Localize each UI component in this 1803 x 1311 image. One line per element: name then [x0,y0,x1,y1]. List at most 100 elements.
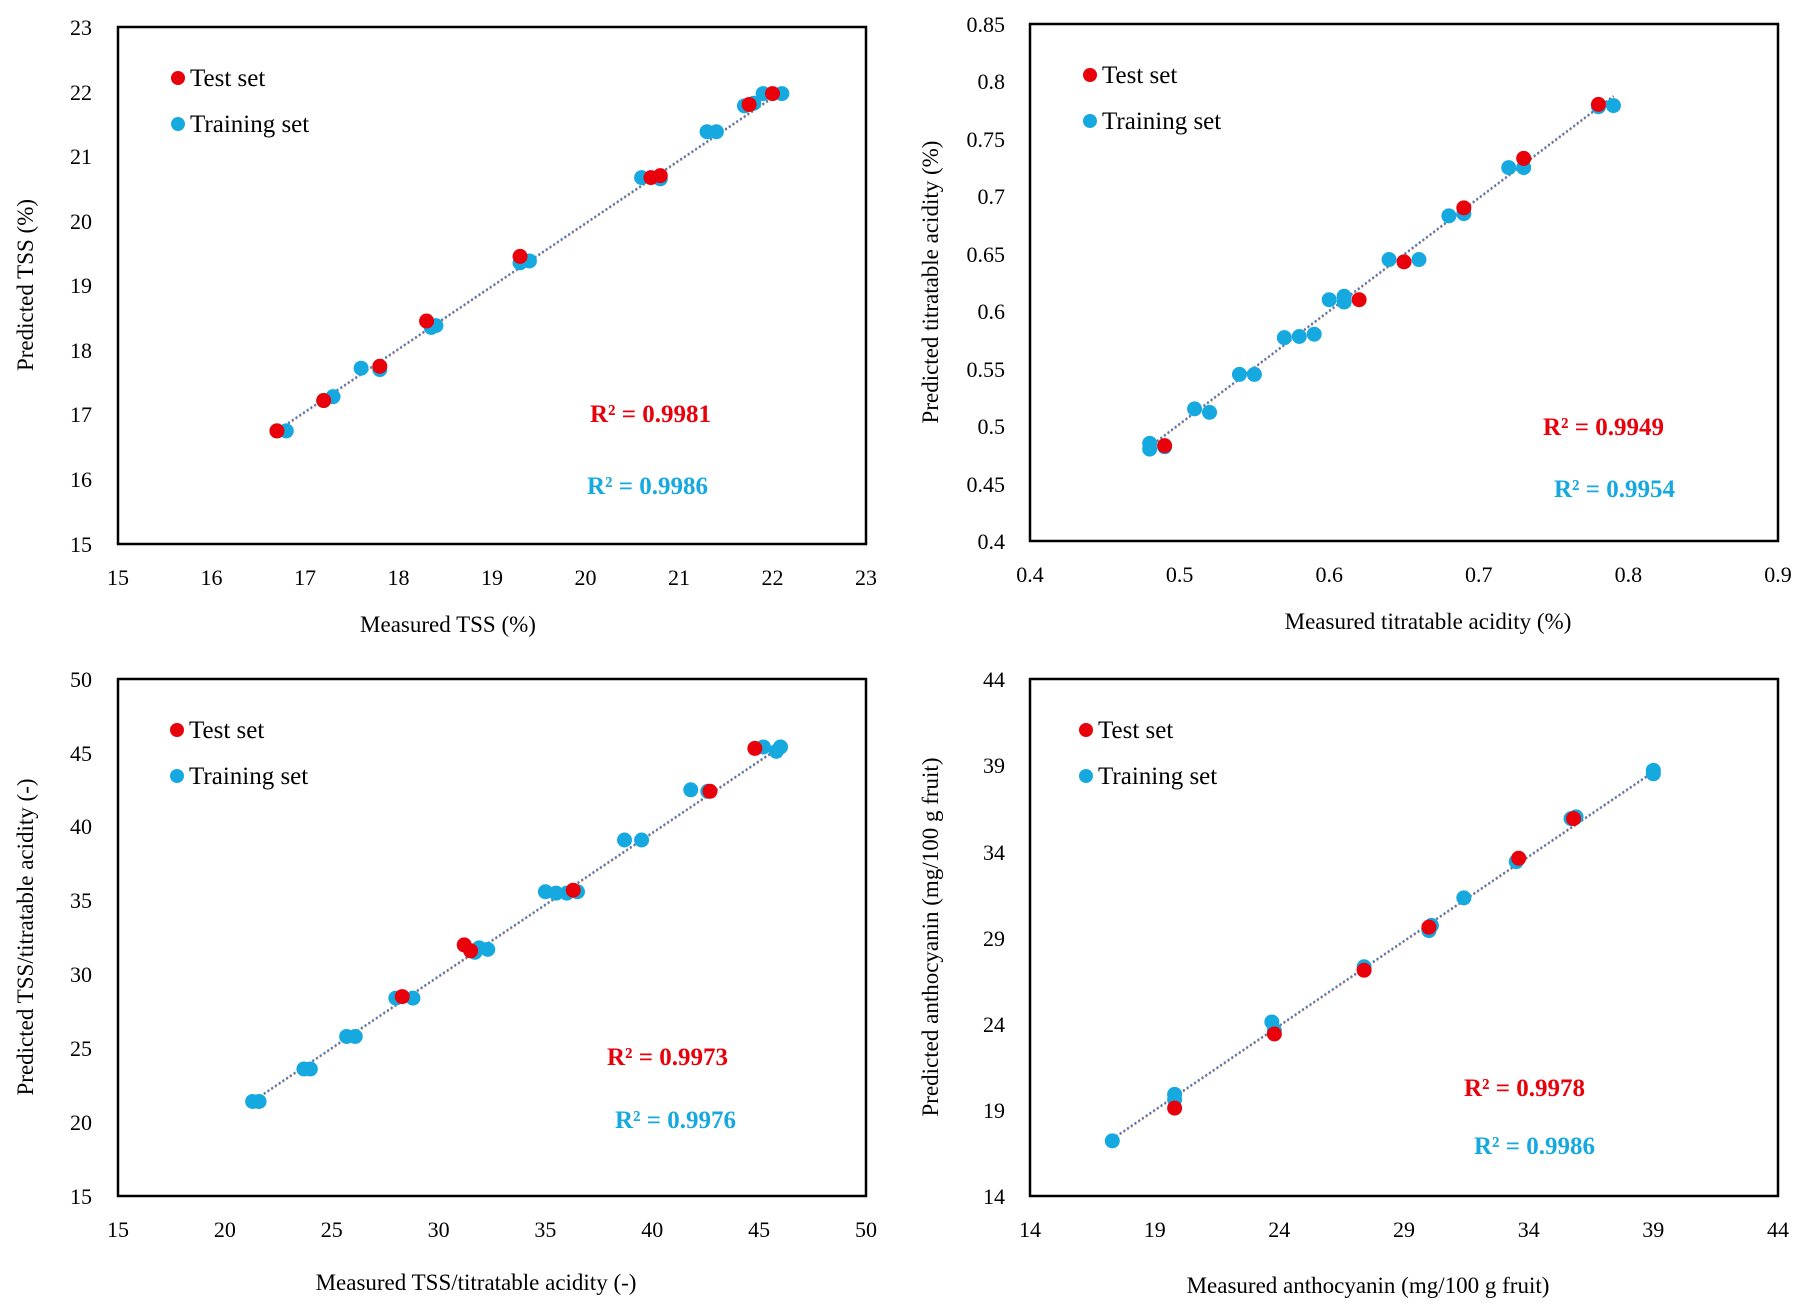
test-point [1266,1026,1282,1042]
y-tick-label: 19 [70,273,92,298]
training-point [1202,404,1218,420]
panel-anthocyanin: 14 19 24 29 34 39 44 14 19 24 29 34 39 4… [918,667,1789,1298]
training-point [353,360,369,376]
legend-test-marker [1083,68,1097,82]
test-point [1516,150,1532,166]
training-point [347,1028,363,1044]
training-point [251,1093,267,1109]
x-tick-label: 18 [388,565,410,590]
y-tick-label: 0.6 [978,299,1006,324]
training-point [1411,252,1427,268]
x-tick-label: 44 [1767,1217,1789,1242]
legend-train-label: Training set [190,111,309,138]
legend-test-label: Test set [1102,62,1177,89]
x-tick-label: 25 [321,1217,343,1242]
x-tick-label: 34 [1518,1217,1540,1242]
y-tick-labels: 15 16 17 18 19 20 21 22 23 [70,15,92,557]
legend-test-marker [170,723,184,737]
test-point [765,86,780,102]
x-tick-labels: 15 16 17 18 19 20 21 22 23 [107,565,877,590]
panel-tss-ta-ratio: 15 20 25 30 35 40 45 50 15 20 25 30 35 4… [13,667,877,1295]
x-tick-label: 20 [214,1217,236,1242]
plot-frame [116,677,868,1198]
x-tick-label: 23 [855,565,877,590]
test-point [1566,811,1582,827]
y-tick-label: 45 [70,741,92,766]
legend-train-marker [1083,114,1097,128]
x-tick-label: 21 [668,565,690,590]
x-tick-label: 39 [1642,1217,1664,1242]
x-axis-label: Measured TSS/titratable acidity (-) [316,1270,637,1295]
x-tick-label: 45 [748,1217,770,1242]
legend-test-label: Test set [190,65,265,92]
x-tick-label: 0.4 [1016,562,1044,587]
r2-test-label: R² = 0.9973 [607,1044,728,1071]
training-point [773,739,789,755]
y-axis-label: Predicted titratable acidity (%) [918,141,943,424]
y-tick-label: 0.65 [967,242,1006,267]
x-tick-label: 40 [641,1217,663,1242]
y-tick-label: 18 [70,338,92,363]
y-tick-labels: 0.4 0.45 0.5 0.55 0.6 0.65 0.7 0.75 0.8 … [967,12,1006,554]
test-point [1421,919,1437,935]
test-point [1356,962,1372,978]
training-point [1321,292,1337,308]
legend-test-label: Test set [189,717,264,744]
training-point [1381,252,1397,268]
training-point [1605,98,1621,114]
training-point [480,941,496,957]
y-tick-label: 24 [983,1012,1005,1037]
x-tick-labels: 15 20 25 30 35 40 45 50 [107,1217,877,1242]
plot-frame [1028,22,1780,543]
legend-train-label: Training set [189,763,308,790]
x-tick-label: 16 [201,565,223,590]
panel-titratable-acidity: 0.4 0.45 0.5 0.55 0.6 0.65 0.7 0.75 0.8 … [918,12,1792,634]
legend-train-marker [171,117,185,131]
test-point [419,313,435,329]
training-point [1142,435,1158,451]
y-tick-label: 29 [983,926,1005,951]
y-tick-label: 0.5 [978,414,1006,439]
test-point [394,989,410,1005]
legend-train-label: Training set [1098,763,1217,790]
test-point [1396,254,1412,270]
y-axis-label: Predicted TSS (%) [13,199,38,371]
y-tick-label: 0.45 [967,472,1006,497]
x-axis-label: Measured titratable acidity (%) [1285,609,1572,634]
x-tick-label: 50 [855,1217,877,1242]
x-tick-label: 35 [534,1217,556,1242]
r2-test-label: R² = 0.9949 [1543,414,1664,441]
legend-train-label: Training set [1102,108,1221,135]
training-point [1291,328,1307,344]
plot-frame [116,25,868,546]
training-point [1104,1133,1120,1149]
y-tick-label: 50 [70,667,92,692]
y-tick-label: 25 [70,1036,92,1061]
y-tick-label: 0.8 [978,69,1006,94]
x-tick-label: 15 [107,1217,129,1242]
x-tick-label: 17 [294,565,316,590]
r2-test-label: R² = 0.9981 [590,401,711,428]
x-tick-label: 19 [1144,1217,1166,1242]
train-trendline [1111,770,1654,1140]
training-point [1246,366,1262,382]
x-axis-label: Measured TSS (%) [360,612,536,637]
plot-marks [1104,762,1661,1149]
y-tick-label: 0.75 [967,127,1006,152]
training-point [1441,208,1457,224]
y-axis-label: Predicted anthocyanin (mg/100 g fruit) [918,758,943,1117]
test-point [316,393,332,409]
training-point [1187,401,1203,417]
panel-tss: 15 16 17 18 19 20 21 22 23 15 16 17 18 1… [13,15,877,637]
y-tick-label: 19 [983,1098,1005,1123]
x-tick-label: 20 [575,565,597,590]
test-point [1351,292,1367,308]
legend-train-marker [1079,769,1093,783]
y-tick-label: 0.7 [978,184,1006,209]
y-tick-label: 22 [70,80,92,105]
x-tick-labels: 14 19 24 29 34 39 44 [1019,1217,1789,1242]
test-point [1456,200,1472,216]
y-axis-label: Predicted TSS/titratable acidity (-) [13,778,38,1095]
training-point [1645,762,1661,778]
